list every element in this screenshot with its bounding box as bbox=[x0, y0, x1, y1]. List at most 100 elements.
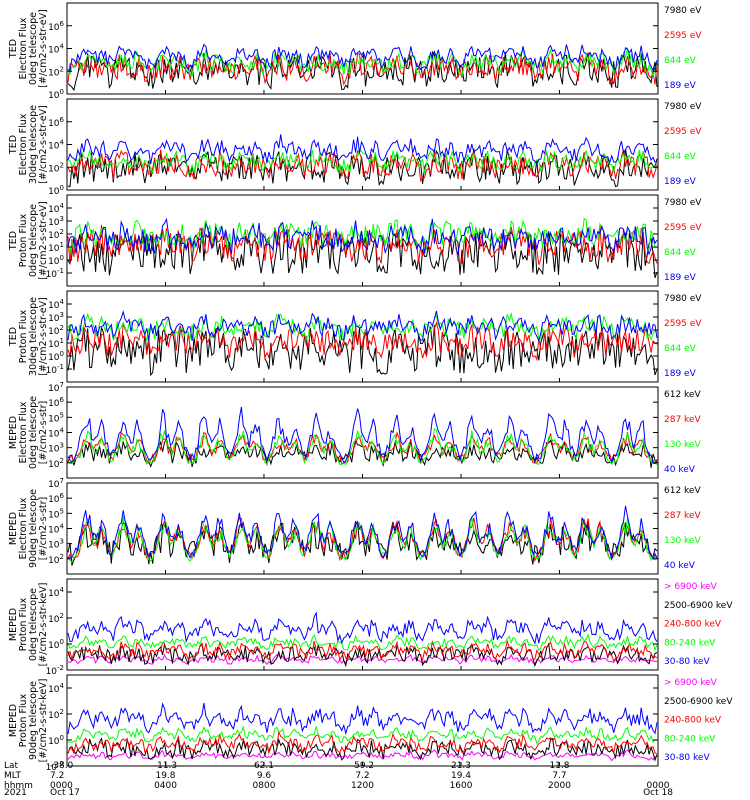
y-tick-label: 102 bbox=[48, 65, 64, 78]
legend-entry: 189 eV bbox=[664, 177, 697, 187]
series-line-40-kev bbox=[67, 505, 658, 561]
legend-entry: 287 keV bbox=[664, 511, 701, 521]
y-tick-label: 105 bbox=[48, 411, 64, 424]
legend-entry: 2595 eV bbox=[664, 319, 702, 329]
y-tick-label: 10-2 bbox=[46, 664, 64, 677]
legend-entry: 30-80 keV bbox=[664, 753, 710, 763]
series-line-844-ev bbox=[67, 147, 658, 176]
y-tick-label: 102 bbox=[48, 228, 64, 241]
y-tick-label: 104 bbox=[48, 43, 64, 56]
x-tick-label-hhmm: 1200 bbox=[351, 781, 374, 791]
legend-entry: 844 eV bbox=[664, 248, 697, 258]
y-tick-label: 102 bbox=[48, 324, 64, 337]
y-axis-label: MEPEDElectron Flux0deg telescope[#/cm2-s… bbox=[8, 396, 49, 469]
y-tick-label: 101 bbox=[48, 241, 64, 254]
y-tick-label: 106 bbox=[48, 492, 64, 505]
legend-entry: 2595 eV bbox=[664, 127, 702, 137]
x-tick-label-lat: 21.3 bbox=[451, 761, 471, 771]
series-line--6900-kev bbox=[67, 749, 658, 762]
y-tick-label: 102 bbox=[48, 553, 64, 566]
panel-frame bbox=[66, 386, 659, 479]
series-line-240-800-kev bbox=[67, 730, 658, 755]
y-tick-label: 102 bbox=[48, 612, 64, 625]
series-line--6900-kev bbox=[67, 653, 658, 666]
y-tick-label: 103 bbox=[48, 215, 64, 228]
series-line-80-240-kev bbox=[67, 633, 658, 652]
x-tick-label-hhmm: 0800 bbox=[253, 781, 276, 791]
y-tick-label: 106 bbox=[48, 396, 64, 409]
y-tick-label: 106 bbox=[48, 116, 64, 129]
series-line-189-ev bbox=[67, 134, 658, 166]
y-axis-label: MEPEDProton Flux90deg telescope[#/cm2-s-… bbox=[8, 679, 49, 763]
x-tick-label-mlt: 7.7 bbox=[552, 771, 566, 781]
legend-entry: 287 keV bbox=[664, 415, 701, 425]
y-tick-label: 100 bbox=[48, 184, 64, 197]
y-tick-label: 104 bbox=[48, 586, 64, 599]
x-tick-label-lat: 11.8 bbox=[549, 761, 569, 771]
series-line-189-ev bbox=[67, 217, 658, 257]
y-tick-label: 101 bbox=[48, 337, 64, 350]
axis-row-label: MLT bbox=[4, 771, 22, 781]
y-tick-label: 104 bbox=[48, 202, 64, 215]
series-line-2595-ev bbox=[67, 321, 658, 362]
legend-entry: 2500-6900 keV bbox=[664, 697, 733, 707]
x-tick-label-mlt: 7.2 bbox=[355, 771, 369, 781]
legend-entry: 130 keV bbox=[664, 536, 701, 546]
series-line-2595-ev bbox=[67, 149, 658, 183]
legend-entry: 30-80 keV bbox=[664, 657, 710, 667]
legend-entry: 189 eV bbox=[664, 273, 697, 283]
legend-entry: 189 eV bbox=[664, 369, 697, 379]
legend-entry: 2500-6900 keV bbox=[664, 601, 733, 611]
y-axis-label: TEDElectron Flux30deg telescope[#/cm2-s-… bbox=[8, 105, 49, 184]
legend-entry: 240-800 keV bbox=[664, 716, 722, 726]
y-tick-label: 100 bbox=[48, 88, 64, 101]
legend-entry: 7980 eV bbox=[664, 6, 702, 16]
axis-row-label: Lat bbox=[4, 761, 19, 771]
x-tick-label-hhmm: 1600 bbox=[450, 781, 473, 791]
x-tick-label-hhmm: 0400 bbox=[154, 781, 177, 791]
y-tick-label: 103 bbox=[48, 311, 64, 324]
legend-entry: 2595 eV bbox=[664, 31, 702, 41]
series-line-80-240-kev bbox=[67, 725, 658, 745]
y-axis-label: TEDProton Flux30deg telescope[#/cm2-s-st… bbox=[8, 297, 49, 376]
series-line-189-ev bbox=[67, 310, 658, 343]
series-line-30-80-kev bbox=[67, 702, 658, 736]
x-tick-label-hhmm: 0000 bbox=[50, 781, 73, 791]
y-tick-label: 104 bbox=[48, 523, 64, 536]
y-tick-label: 106 bbox=[48, 20, 64, 33]
series-line-40-kev bbox=[67, 407, 658, 465]
legend-entry: 40 keV bbox=[664, 561, 696, 571]
y-axis-label: MEPEDProton Flux0deg telescope[#/cm2-s-s… bbox=[8, 583, 49, 667]
legend-entry: 189 eV bbox=[664, 81, 697, 91]
y-tick-label: 107 bbox=[48, 381, 64, 394]
y-tick-label: 100 bbox=[48, 254, 64, 267]
x-tick-label-hhmm: 2000 bbox=[548, 781, 571, 791]
x-tick-label-mlt: 7.2 bbox=[50, 771, 64, 781]
x-tick-label-date: Oct 18 bbox=[643, 788, 673, 798]
legend-entry: > 6900 keV bbox=[664, 582, 718, 592]
y-tick-label: 102 bbox=[48, 457, 64, 470]
axis-row-label: 2021 bbox=[4, 788, 27, 798]
y-tick-label: 104 bbox=[48, 427, 64, 440]
x-tick-label-lat: -59.2 bbox=[351, 761, 374, 771]
series-line-30-80-kev bbox=[67, 611, 658, 645]
y-tick-label: 107 bbox=[48, 477, 64, 490]
y-tick-label: 10-1 bbox=[46, 363, 64, 376]
x-tick-label-mlt: 19.8 bbox=[155, 771, 175, 781]
legend-entry: 612 keV bbox=[664, 390, 701, 400]
x-tick-label-lat: -11.3 bbox=[154, 761, 177, 771]
legend-entry: 7980 eV bbox=[664, 102, 702, 112]
legend-entry: 612 keV bbox=[664, 486, 701, 496]
y-tick-label: 103 bbox=[48, 442, 64, 455]
y-tick-label: 104 bbox=[48, 298, 64, 311]
y-tick-label: 105 bbox=[48, 507, 64, 520]
y-axis-label: TEDProton Flux0deg telescope[#/cm2-s-str… bbox=[8, 201, 49, 280]
y-tick-label: 102 bbox=[48, 708, 64, 721]
series-line-2595-ev bbox=[67, 224, 658, 265]
